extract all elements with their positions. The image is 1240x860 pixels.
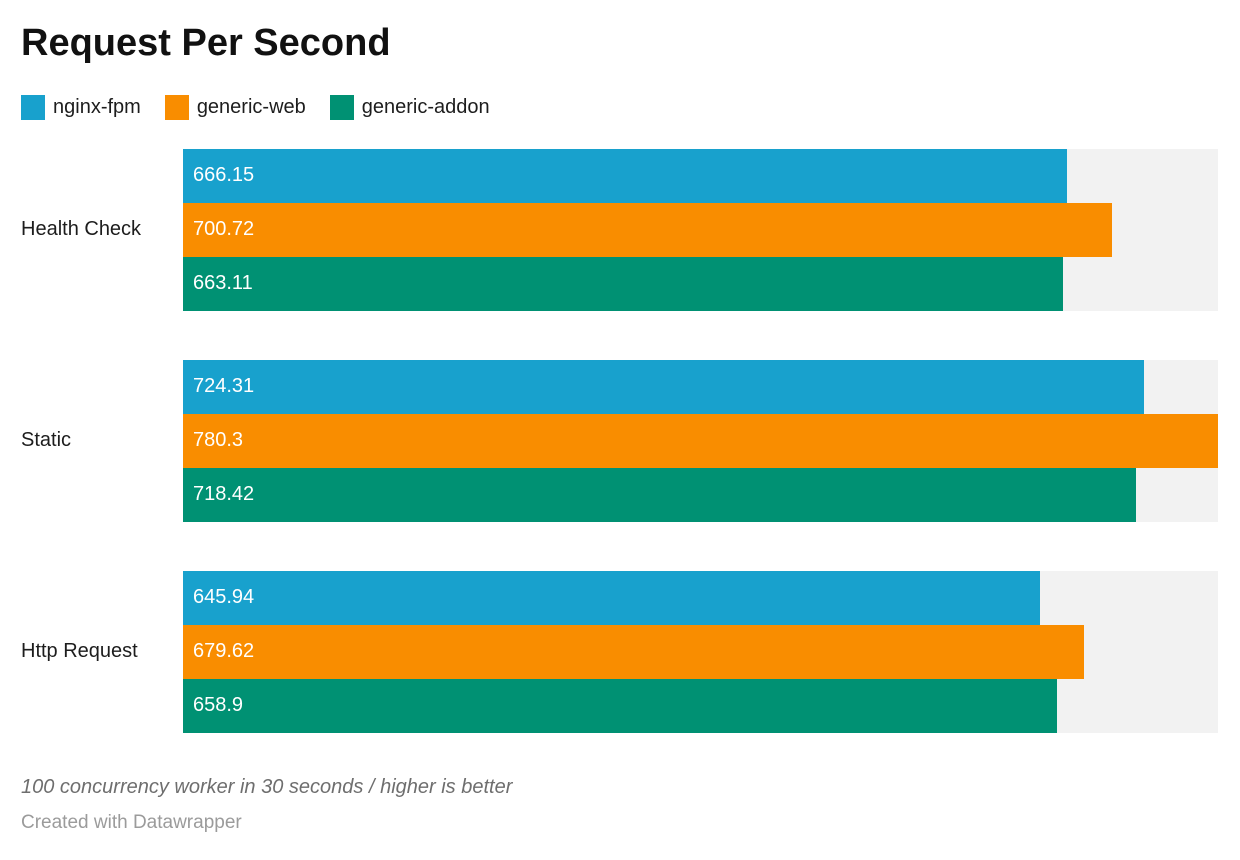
chart-note: 100 concurrency worker in 30 seconds / h… — [21, 775, 513, 798]
bar-row: 679.62 — [183, 624, 1218, 679]
bar-value-label: 700.72 — [193, 218, 255, 241]
chart-title: Request Per Second — [21, 22, 391, 64]
bar-generic-web: 679.62 — [183, 624, 1085, 679]
bar-row: 724.31 — [183, 359, 1218, 414]
bar-value-label: 666.15 — [193, 164, 255, 187]
bar-value-label: 645.94 — [193, 586, 255, 609]
category-label: Static — [21, 429, 72, 452]
bar-row: 780.3 — [183, 413, 1218, 468]
bar-value-label: 718.42 — [193, 483, 255, 506]
legend-item-nginx-fpm: nginx-fpm — [21, 94, 141, 120]
legend-swatch-icon — [21, 94, 45, 120]
bar-value-label: 724.31 — [193, 375, 255, 398]
bar-nginx-fpm: 666.15 — [183, 148, 1067, 203]
bar-nginx-fpm: 645.94 — [183, 570, 1040, 625]
bar-generic-web: 780.3 — [183, 413, 1218, 468]
legend-item-generic-addon: generic-addon — [329, 94, 490, 120]
bar-generic-addon: 658.9 — [183, 678, 1057, 733]
legend-item-generic-web: generic-web — [164, 94, 306, 120]
category-label: Http Request — [21, 640, 138, 663]
category-group: Static 724.31 780.3 718.42 — [21, 359, 1218, 522]
bar-value-label: 658.9 — [193, 694, 244, 717]
category-group: Http Request 645.94 679.62 658.9 — [21, 570, 1218, 733]
legend-label: nginx-fpm — [53, 95, 141, 118]
category-label: Health Check — [21, 218, 142, 241]
grouped-bar-chart: Health Check 666.15 700.72 663.11 Static 724.… — [21, 148, 1218, 733]
bar-row: 663.11 — [183, 256, 1218, 311]
datawrapper-attribution: Created with Datawrapper — [21, 811, 242, 833]
legend-label: generic-web — [196, 95, 306, 118]
legend-swatch-icon — [164, 94, 189, 120]
bar-track: 666.15 700.72 663.11 — [183, 148, 1218, 311]
bar-row: 666.15 — [183, 148, 1218, 203]
bar-row: 700.72 — [183, 202, 1218, 257]
category-group: Health Check 666.15 700.72 663.11 — [21, 148, 1218, 311]
legend: nginx-fpm generic-web generic-addon — [21, 94, 1218, 120]
bar-value-label: 679.62 — [193, 640, 255, 663]
bar-row: 658.9 — [183, 678, 1218, 733]
bar-track: 724.31 780.3 718.42 — [183, 359, 1218, 522]
legend-swatch-icon — [329, 94, 354, 120]
bar-row: 718.42 — [183, 467, 1218, 522]
bar-value-label: 663.11 — [193, 272, 253, 295]
bar-generic-addon: 663.11 — [183, 256, 1063, 311]
bar-generic-web: 700.72 — [183, 202, 1113, 257]
bar-nginx-fpm: 724.31 — [183, 359, 1144, 414]
legend-label: generic-addon — [361, 95, 490, 118]
bar-value-label: 780.3 — [193, 429, 244, 452]
bar-row: 645.94 — [183, 570, 1218, 625]
bar-track: 645.94 679.62 658.9 — [183, 570, 1218, 733]
bar-generic-addon: 718.42 — [183, 467, 1136, 522]
